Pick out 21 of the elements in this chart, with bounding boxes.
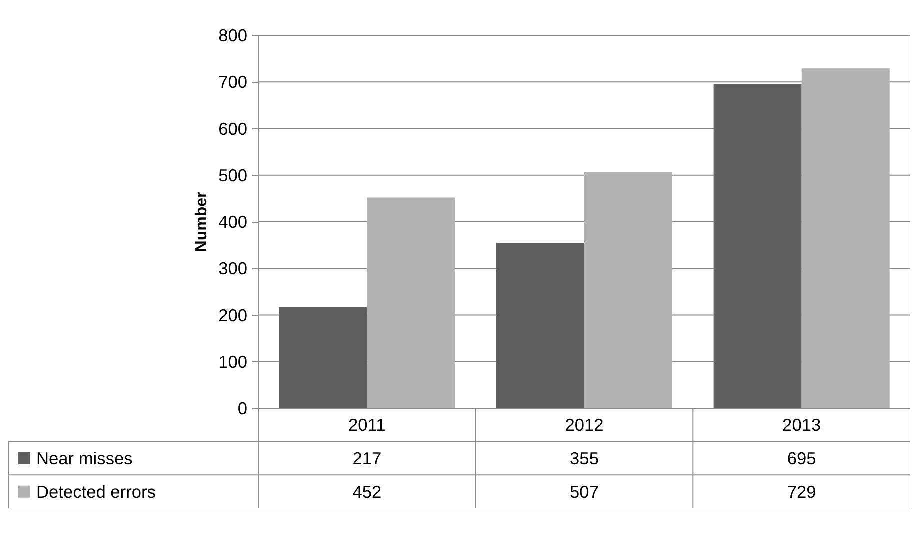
y-tick-label: 800 [218,26,248,46]
y-tick-label: 100 [218,352,248,372]
y-axis-title: Number [194,192,211,252]
legend-label: Detected errors [36,482,156,502]
y-tick-label: 0 [238,398,248,418]
x-tick-label: 2013 [782,415,822,436]
y-tick-label: 400 [218,212,248,232]
legend-label: Near misses [36,448,134,468]
y-tick-label: 600 [218,118,248,139]
y-tick-label: 500 [218,165,248,186]
data-label: 695 [787,448,816,468]
y-tick-label: 300 [218,258,248,279]
data-label: 217 [352,448,382,468]
data-label: 729 [787,482,816,502]
data-label: 452 [352,482,382,502]
data-label: 355 [570,448,599,468]
data-label: 507 [570,482,599,502]
x-tick-label: 2012 [565,415,604,436]
x-tick-label: 2011 [348,415,386,436]
y-tick-label: 200 [218,305,248,326]
y-tick-label: 700 [218,72,248,92]
